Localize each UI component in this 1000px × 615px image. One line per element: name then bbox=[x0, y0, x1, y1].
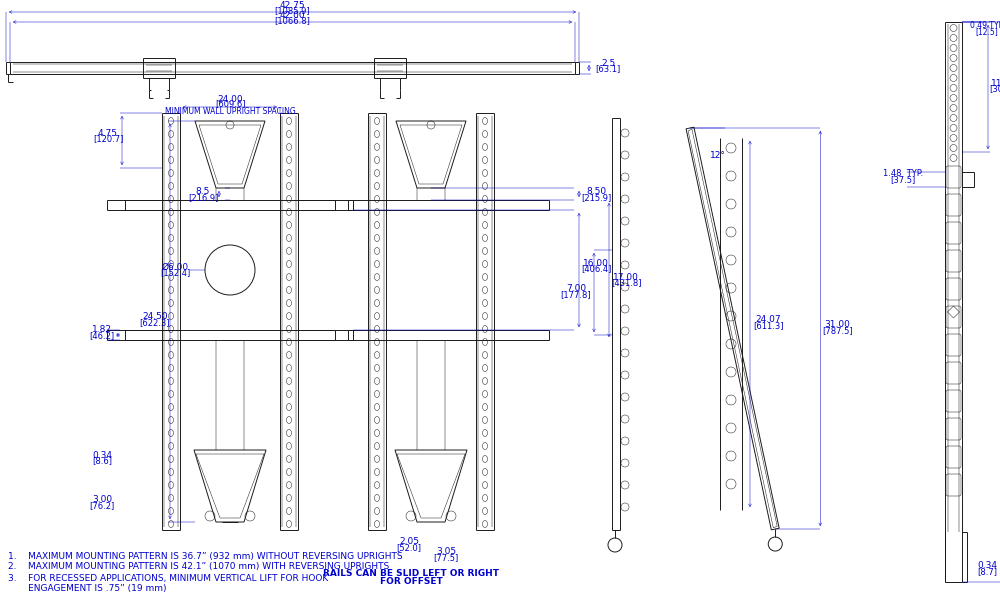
Text: [177.8]: [177.8] bbox=[561, 290, 591, 299]
Text: [787.5]: [787.5] bbox=[822, 326, 853, 335]
Text: 24.00: 24.00 bbox=[217, 95, 243, 103]
Text: [8.6]: [8.6] bbox=[92, 456, 112, 466]
Text: [46.2]: [46.2] bbox=[89, 331, 115, 341]
Text: 2.    MAXIMUM MOUNTING PATTERN IS 42.1” (1070 mm) WITH REVERSING UPRIGHTS: 2. MAXIMUM MOUNTING PATTERN IS 42.1” (10… bbox=[8, 563, 389, 571]
Text: [1085.9]: [1085.9] bbox=[275, 7, 310, 15]
Text: MINIMUM WALL UPRIGHT SPACING: MINIMUM WALL UPRIGHT SPACING bbox=[165, 106, 295, 116]
Text: [152.4]: [152.4] bbox=[160, 269, 190, 277]
Text: [37.5]: [37.5] bbox=[890, 175, 916, 184]
Text: 2.05: 2.05 bbox=[399, 538, 419, 547]
Text: [76.2]: [76.2] bbox=[89, 501, 115, 510]
Text: 11.81: 11.81 bbox=[991, 79, 1000, 87]
Text: [12.5]: [12.5] bbox=[976, 28, 998, 36]
Text: RAILS CAN BE SLID LEFT OR RIGHT: RAILS CAN BE SLID LEFT OR RIGHT bbox=[323, 569, 499, 579]
Text: 16.00: 16.00 bbox=[583, 258, 609, 268]
Text: 1.82: 1.82 bbox=[92, 325, 112, 335]
Text: [609.6]: [609.6] bbox=[215, 100, 245, 108]
Text: 1.    MAXIMUM MOUNTING PATTERN IS 36.7” (932 mm) WITHOUT REVERSING UPRIGHTS: 1. MAXIMUM MOUNTING PATTERN IS 36.7” (93… bbox=[8, 552, 403, 560]
Text: 0.49 TYP: 0.49 TYP bbox=[970, 22, 1000, 31]
Text: 24.50: 24.50 bbox=[142, 312, 168, 321]
Text: Ø6.00: Ø6.00 bbox=[161, 263, 189, 271]
Text: [1066.8]: [1066.8] bbox=[275, 17, 310, 25]
Text: 0.34: 0.34 bbox=[977, 561, 997, 571]
Text: [611.3]: [611.3] bbox=[753, 322, 783, 330]
Text: [431.8]: [431.8] bbox=[611, 279, 641, 287]
Text: 2.5: 2.5 bbox=[601, 60, 615, 68]
Text: [215.9]: [215.9] bbox=[581, 193, 611, 202]
Text: [622.3]: [622.3] bbox=[140, 318, 170, 327]
Text: [63.1]: [63.1] bbox=[595, 65, 621, 74]
Text: 0.34: 0.34 bbox=[92, 451, 112, 459]
Text: ENGAGEMENT IS .75” (19 mm): ENGAGEMENT IS .75” (19 mm) bbox=[8, 584, 166, 593]
Text: [406.4]: [406.4] bbox=[581, 264, 611, 274]
Text: 4.75: 4.75 bbox=[98, 129, 118, 138]
Text: [300.0]: [300.0] bbox=[989, 84, 1000, 93]
Text: 7.00: 7.00 bbox=[566, 284, 586, 293]
Text: [77.5]: [77.5] bbox=[433, 554, 459, 563]
Text: [216.9]: [216.9] bbox=[188, 193, 218, 202]
Text: 1.48  TYP.: 1.48 TYP. bbox=[883, 170, 923, 178]
Text: 31.00: 31.00 bbox=[824, 320, 850, 329]
Text: [8.7]: [8.7] bbox=[977, 568, 997, 576]
Text: 8.50: 8.50 bbox=[586, 187, 606, 196]
Text: 8.5: 8.5 bbox=[196, 187, 210, 196]
Text: 3.05: 3.05 bbox=[436, 547, 456, 557]
Text: 3.00: 3.00 bbox=[92, 496, 112, 504]
Text: 12°: 12° bbox=[710, 151, 726, 161]
Text: 17.00: 17.00 bbox=[613, 272, 639, 282]
Text: 3.    FOR RECESSED APPLICATIONS, MINIMUM VERTICAL LIFT FOR HOOK: 3. FOR RECESSED APPLICATIONS, MINIMUM VE… bbox=[8, 574, 328, 582]
Text: [52.0]: [52.0] bbox=[396, 544, 422, 552]
Text: 24.07: 24.07 bbox=[755, 315, 781, 325]
Text: 42.75: 42.75 bbox=[280, 1, 305, 10]
Text: 42.00: 42.00 bbox=[280, 12, 305, 20]
Text: FOR OFFSET: FOR OFFSET bbox=[380, 577, 442, 587]
Text: [120.7]: [120.7] bbox=[93, 135, 123, 143]
